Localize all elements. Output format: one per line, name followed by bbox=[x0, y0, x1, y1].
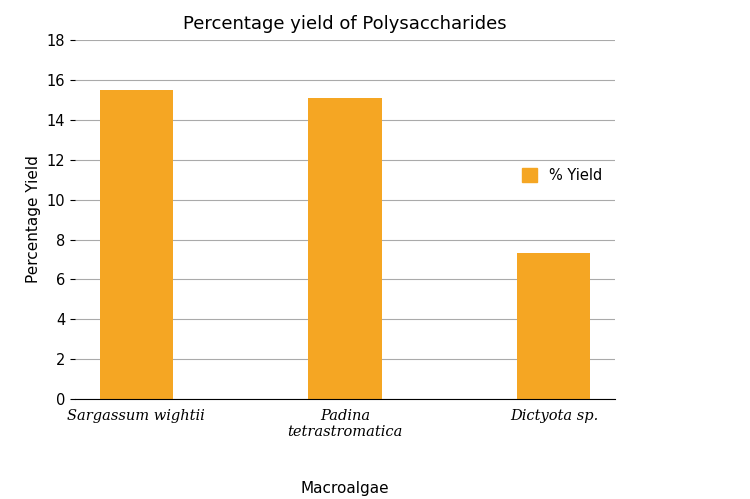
Bar bbox=[518, 253, 590, 399]
Y-axis label: Percentage Yield: Percentage Yield bbox=[26, 156, 41, 283]
Bar bbox=[100, 90, 172, 399]
Legend: % Yield: % Yield bbox=[517, 162, 608, 189]
Bar bbox=[308, 98, 382, 399]
Title: Percentage yield of Polysaccharides: Percentage yield of Polysaccharides bbox=[183, 15, 507, 33]
X-axis label: Macroalgae: Macroalgae bbox=[301, 481, 389, 496]
